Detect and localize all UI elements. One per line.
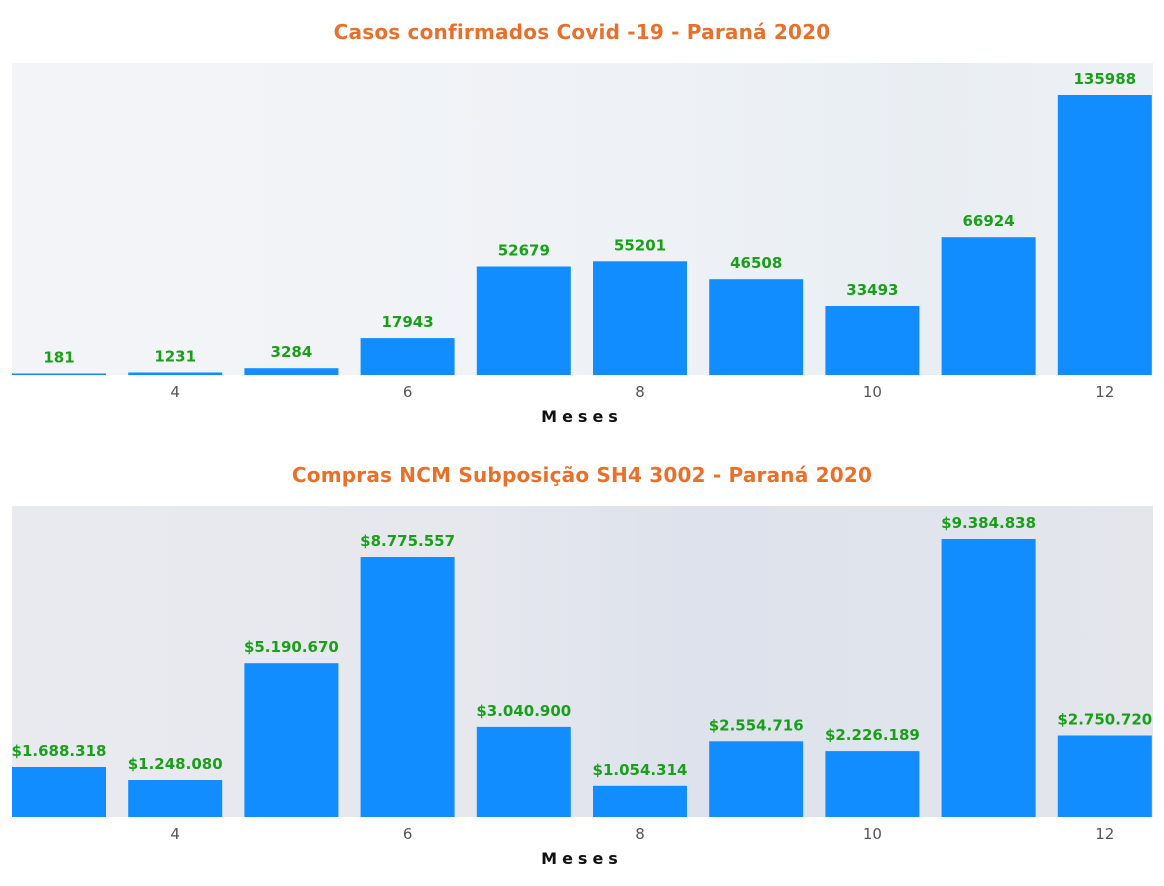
- chart-1-bar[interactable]: [941, 237, 1036, 375]
- chart-2-x-tick-label: 8: [635, 825, 645, 843]
- chart-1-data-label: 181: [43, 349, 74, 367]
- chart-1-bar[interactable]: [244, 368, 339, 375]
- chart-1-data-label: 46508: [730, 254, 782, 272]
- chart-2-bar[interactable]: [941, 539, 1036, 817]
- chart-1-data-label: 66924: [963, 212, 1015, 230]
- chart-2-bar[interactable]: [360, 557, 455, 817]
- chart-1-x-tick-label: 8: [635, 383, 645, 401]
- chart-1-data-label: 55201: [614, 236, 666, 254]
- chart-2-bar[interactable]: [825, 751, 920, 817]
- chart-2-x-tick-label: 6: [403, 825, 413, 843]
- chart-2-x-tick-label: 4: [170, 825, 180, 843]
- chart-2-title: Compras NCM Subposição SH4 3002 - Paraná…: [291, 463, 873, 487]
- chart-1-data-label: 135988: [1073, 70, 1136, 88]
- chart-1-bar[interactable]: [709, 279, 804, 375]
- chart-2-data-label: $2.554.716: [709, 716, 804, 734]
- chart-2-data-label: $2.750.720: [1057, 711, 1152, 729]
- chart-1-data-label: 3284: [271, 343, 313, 361]
- chart-2-x-tick-label: 12: [1095, 825, 1114, 843]
- chart-2-data-label: $5.190.670: [244, 638, 339, 656]
- chart-2-bar[interactable]: [128, 780, 223, 817]
- chart-2-x-axis-label: Meses: [541, 849, 623, 868]
- chart-1-x-tick-label: 12: [1095, 383, 1114, 401]
- chart-1-bar[interactable]: [360, 338, 455, 375]
- chart-2-data-label: $2.226.189: [825, 726, 920, 744]
- chart-1-title: Casos confirmados Covid -19 - Paraná 202…: [333, 20, 831, 44]
- chart-1-bar[interactable]: [825, 306, 920, 375]
- chart-2-data-label: $1.248.080: [128, 755, 223, 773]
- chart-1-bar[interactable]: [128, 372, 223, 376]
- chart-1-bar[interactable]: [476, 266, 571, 376]
- chart-2-data-label: $1.054.314: [593, 761, 688, 779]
- chart-1-x-axis-label: Meses: [541, 407, 623, 426]
- chart-2-data-label: $8.775.557: [360, 532, 455, 550]
- chart-1-data-label: 33493: [846, 281, 898, 299]
- chart-1-bar[interactable]: [1057, 95, 1152, 375]
- chart-1-bar[interactable]: [593, 261, 687, 375]
- chart-2-x-tick-label: 10: [863, 825, 882, 843]
- chart-1-bar[interactable]: [12, 373, 106, 376]
- chart-2-bar[interactable]: [593, 785, 687, 817]
- chart-2-bar[interactable]: [1057, 735, 1152, 818]
- chart-2-bar[interactable]: [709, 741, 804, 817]
- chart-1-data-label: 1231: [154, 348, 196, 366]
- chart-1-x-tick-label: 4: [170, 383, 180, 401]
- chart-2-bar[interactable]: [12, 767, 106, 817]
- chart-2-bar[interactable]: [244, 663, 339, 817]
- chart-1-data-label: 17943: [382, 313, 434, 331]
- chart-1-x-tick-label: 10: [863, 383, 882, 401]
- chart-2-data-label: $9.384.838: [941, 514, 1036, 532]
- chart-2-data-label: $1.688.318: [12, 742, 107, 760]
- chart-1-data-label: 52679: [498, 242, 550, 260]
- chart-2-bar[interactable]: [476, 726, 571, 817]
- chart-2-data-label: $3.040.900: [476, 702, 571, 720]
- chart-1-x-tick-label: 6: [403, 383, 413, 401]
